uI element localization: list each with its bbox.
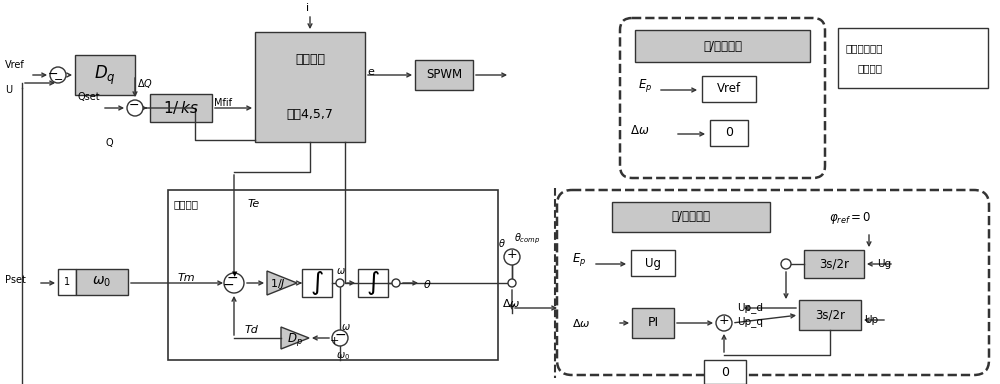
Circle shape [50,67,66,83]
Text: 1: 1 [64,277,70,287]
Text: −: − [54,75,64,85]
Bar [75,55,135,95]
Circle shape [392,279,400,287]
Bar [302,269,332,297]
Text: 误判检测: 误判检测 [858,63,883,73]
Text: $\int$: $\int$ [310,269,324,297]
Text: 公式4,5,7: 公式4,5,7 [287,108,333,121]
Text: Up_d: Up_d [737,303,763,313]
Text: Mfif: Mfif [214,98,232,108]
Text: Qset: Qset [77,92,100,102]
Circle shape [224,273,244,293]
Text: $\theta$: $\theta$ [423,278,432,290]
Polygon shape [281,327,309,349]
Text: $\omega_0$: $\omega_0$ [336,350,350,362]
Text: +: + [719,313,729,326]
Text: e: e [367,67,374,77]
Bar [358,269,388,297]
Circle shape [781,259,791,269]
Circle shape [332,330,348,346]
Text: 机械部分: 机械部分 [173,199,198,209]
Text: SPWM: SPWM [426,68,462,81]
Bar [838,28,988,88]
Text: 3s/2r: 3s/2r [819,258,849,270]
Text: Pset: Pset [5,275,26,285]
Text: $E_p$: $E_p$ [638,78,652,94]
Text: U: U [5,85,12,95]
Text: $1/\,ks$: $1/\,ks$ [163,99,199,116]
Bar [255,32,365,142]
Bar [804,250,864,278]
Text: $\theta_{comp}$: $\theta_{comp}$ [514,232,541,246]
Text: 0: 0 [721,366,729,379]
Circle shape [508,279,516,287]
Bar [415,60,473,90]
Text: Tm: Tm [178,273,196,283]
Text: −: − [129,99,139,111]
Text: +: + [329,336,339,346]
Text: +: + [507,248,517,260]
Text: 3s/2r: 3s/2r [815,308,845,321]
Text: $D_q$: $D_q$ [94,63,116,87]
Text: Up: Up [864,315,878,325]
Text: $E_p$: $E_p$ [572,252,586,268]
Circle shape [127,100,143,116]
Text: 0: 0 [725,126,733,139]
Text: Vref: Vref [5,60,25,70]
Text: PI: PI [647,316,659,329]
Bar [704,360,746,384]
Text: Ug: Ug [877,259,891,269]
Bar [150,94,212,122]
Text: Up_q: Up_q [737,316,763,328]
Text: Vref: Vref [717,83,741,96]
Bar [632,308,674,338]
Text: $D_p$: $D_p$ [287,331,303,348]
Text: Ug: Ug [645,257,661,270]
Text: $\Delta Q$: $\Delta Q$ [137,76,153,89]
Text: Q: Q [105,138,113,148]
Text: 电磁模型: 电磁模型 [295,53,325,66]
Text: 离并网判别、: 离并网判别、 [846,43,884,53]
Text: $\Delta\omega$: $\Delta\omega$ [502,297,520,309]
Circle shape [504,249,520,265]
Text: $\omega$: $\omega$ [336,266,346,276]
Text: ▼: ▼ [232,271,238,277]
Text: Te: Te [248,199,260,209]
Text: −: − [334,328,346,342]
Bar [799,300,861,330]
Text: $\omega$: $\omega$ [341,322,351,332]
Text: Td: Td [245,325,259,335]
Bar [702,76,756,102]
Bar [631,250,675,276]
Text: −: − [222,278,234,292]
Text: $\varphi_{ref}=0$: $\varphi_{ref}=0$ [829,210,871,226]
Text: $\theta$: $\theta$ [498,237,506,249]
Bar [76,269,128,295]
Text: $\omega_0$: $\omega_0$ [92,275,112,289]
Text: 并/离网控制: 并/离网控制 [703,40,742,53]
Circle shape [336,279,344,287]
Text: $\int$: $\int$ [366,269,380,297]
Polygon shape [267,271,297,295]
Bar [710,120,748,146]
Bar [635,30,810,62]
Text: $1/J$: $1/J$ [270,277,286,291]
Bar [168,190,498,360]
Circle shape [716,315,732,331]
Text: i: i [306,3,309,13]
Text: −: − [226,271,238,285]
Text: −: − [48,68,58,81]
Text: 离/并网控制: 离/并网控制 [672,210,710,223]
Bar [58,269,76,295]
Text: $\Delta\omega$: $\Delta\omega$ [630,124,649,136]
Bar [612,202,770,232]
Text: $\Delta\omega$: $\Delta\omega$ [572,317,590,329]
